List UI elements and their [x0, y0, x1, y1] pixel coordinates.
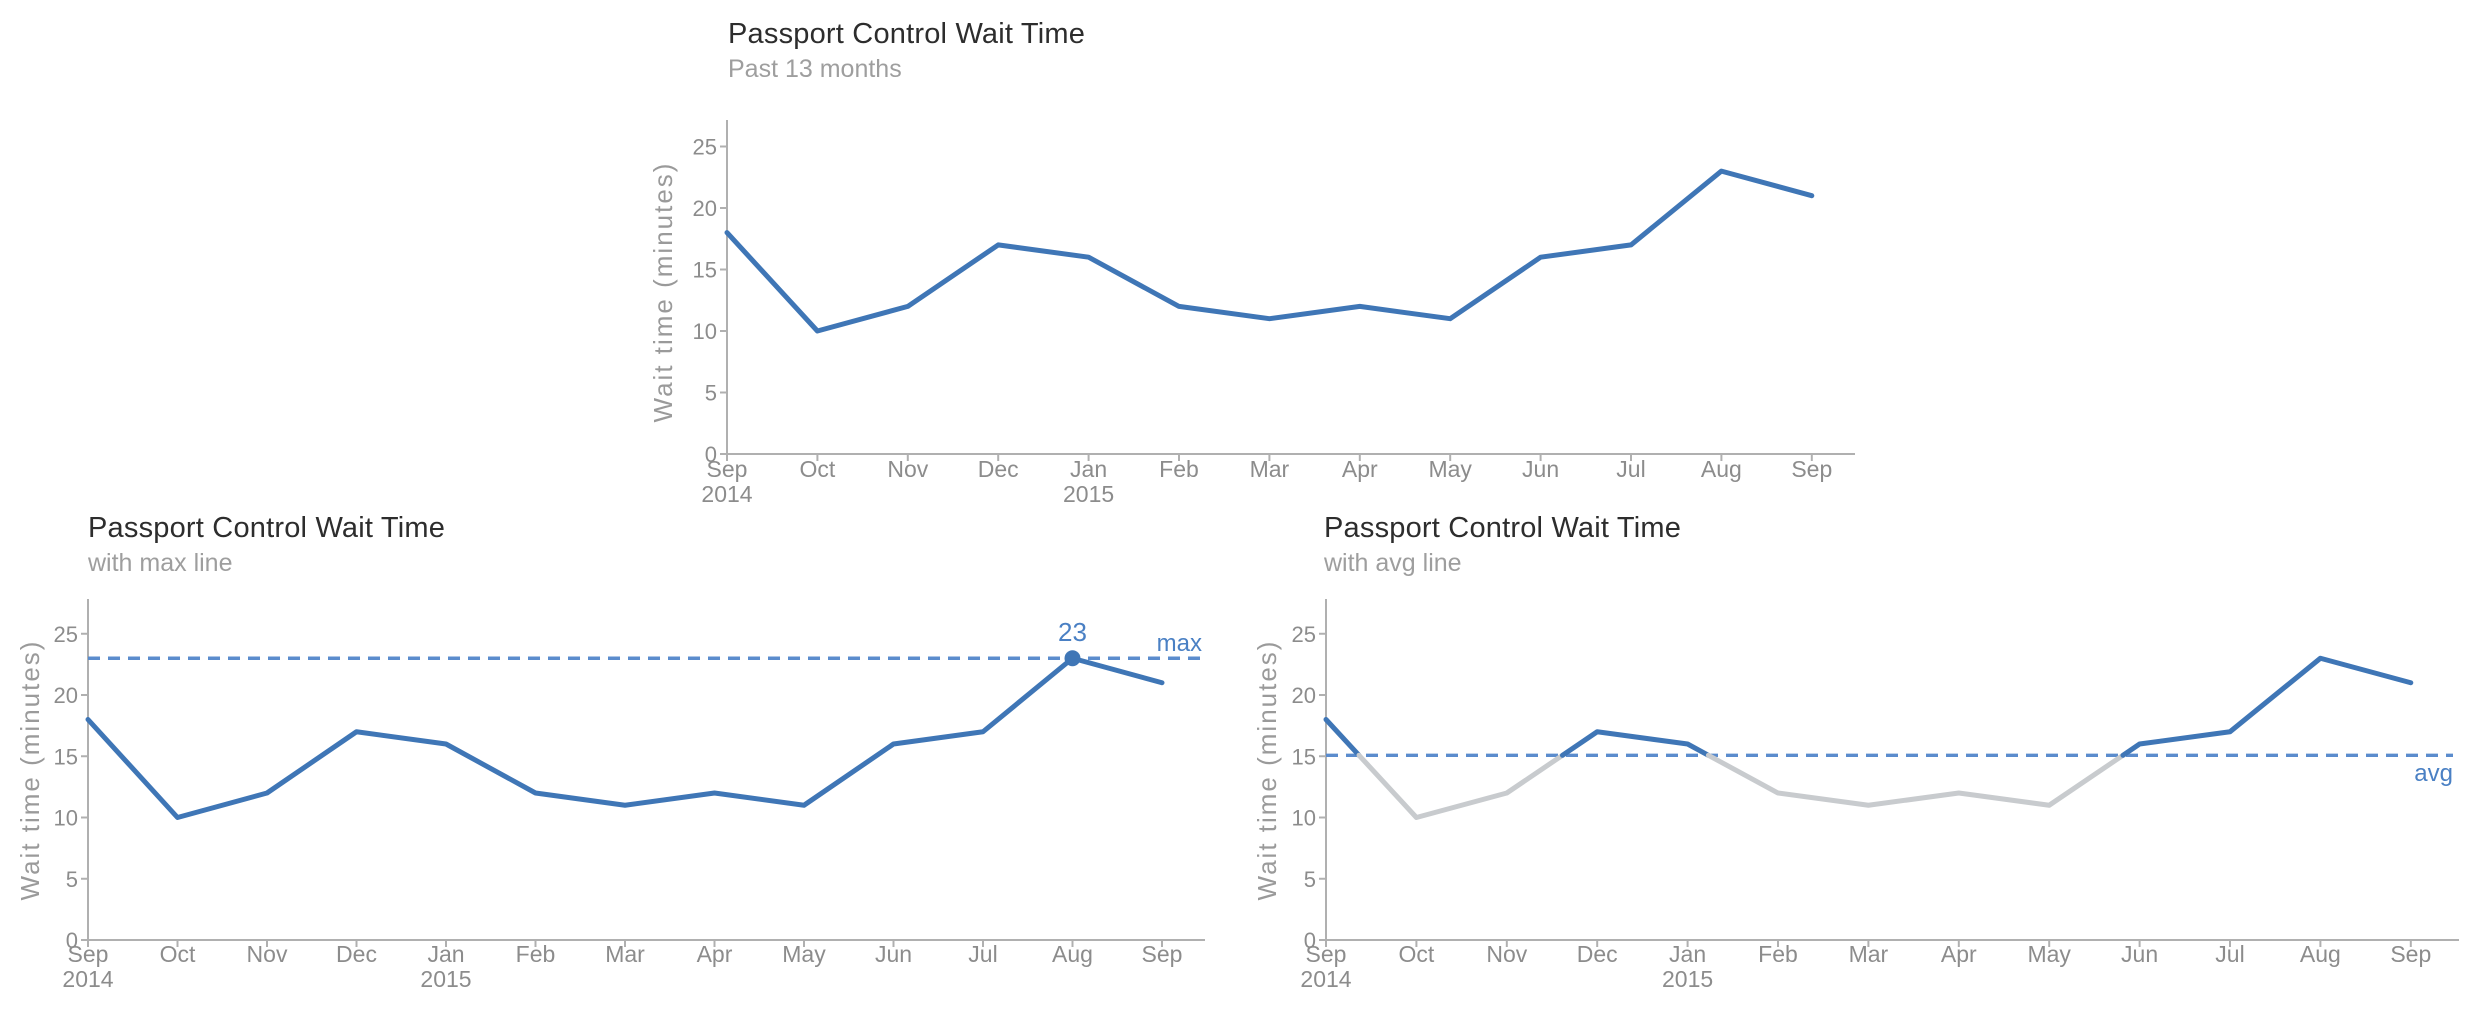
y-axis-title: Wait time (minutes) — [648, 162, 678, 423]
x-tick-label: Dec — [1577, 941, 1618, 967]
series-segment-below-avg — [1356, 752, 1565, 820]
x-tick-label: Aug — [1701, 456, 1742, 482]
x-tick-label: Oct — [1399, 941, 1435, 967]
x-tick-label: Aug — [1052, 941, 1093, 967]
y-tick-label: 10 — [693, 319, 717, 344]
x-tick-label: Sep — [707, 456, 748, 482]
x-tick-label: Aug — [2300, 941, 2341, 967]
chart-top: 0 5 10 15 20 25 Sep Oct Nov Dec Jan Feb Mar Apr May Jun… — [648, 120, 1855, 507]
y-tick-label: 5 — [1304, 867, 1316, 892]
x-tick-label: Jan — [1669, 941, 1706, 967]
max-ref-label: max — [1157, 630, 1202, 657]
y-tick-label: 5 — [705, 381, 717, 406]
y-tick-label: 20 — [54, 683, 78, 708]
x-tick-label: Sep — [1306, 941, 1347, 967]
chart-bottom-right: 0 5 10 15 20 25 Sep Oct Nov Dec Jan Feb Mar Apr May Jun… — [1252, 599, 2459, 992]
y-tick-label: 15 — [693, 258, 717, 283]
x-tick-label: Mar — [605, 941, 645, 967]
x-tick-label: Dec — [336, 941, 377, 967]
y-tick-label: 25 — [693, 135, 717, 160]
x-year-label: 2014 — [1300, 966, 1351, 992]
chart-bottom-right-title: Passport Control Wait Time — [1324, 512, 1682, 544]
x-tick-label: May — [782, 941, 826, 967]
x-tick-label: Apr — [697, 941, 733, 967]
x-tick-label: Apr — [1342, 456, 1378, 482]
x-tick-label: Sep — [1791, 456, 1832, 482]
series-segment-above-avg — [2120, 655, 2414, 758]
y-tick-label: 20 — [693, 196, 717, 221]
chart-top-subtitle: Past 13 months — [728, 55, 902, 83]
y-tick-label: 15 — [1292, 744, 1316, 769]
series-line — [85, 655, 1165, 820]
x-year-label: 2014 — [62, 966, 113, 992]
chart-bottom-left: 0 5 10 15 20 25 Sep Oct Nov Dec Jan Feb Mar Apr May Jun… — [15, 599, 1205, 992]
x-tick-label: Jan — [1070, 456, 1107, 482]
x-tick-label: Jul — [1616, 456, 1645, 482]
avg-ref-label: avg — [2414, 760, 2453, 787]
y-tick-label: 5 — [66, 867, 78, 892]
y-tick-label: 10 — [1292, 806, 1316, 831]
y-tick-label: 15 — [54, 744, 78, 769]
chart-top-title: Passport Control Wait Time — [728, 18, 1086, 50]
chart-bottom-left-subtitle: with max line — [88, 549, 233, 577]
x-tick-label: Feb — [1758, 941, 1798, 967]
x-tick-label: Jul — [2215, 941, 2244, 967]
x-tick-label: Apr — [1941, 941, 1977, 967]
x-year-label: 2015 — [1063, 481, 1114, 507]
x-tick-label: Feb — [1159, 456, 1199, 482]
series-segment-above-avg — [1323, 717, 1362, 758]
x-tick-label: May — [2027, 941, 2071, 967]
max-point-value-label: 23 — [1058, 617, 1087, 647]
y-axis-title: Wait time (minutes) — [15, 640, 45, 901]
x-tick-label: Jul — [968, 941, 997, 967]
x-tick-label: Sep — [68, 941, 109, 967]
chart-bottom-left-title: Passport Control Wait Time — [88, 512, 446, 544]
y-tick-label: 0 — [66, 928, 78, 953]
x-tick-label: Mar — [1849, 941, 1889, 967]
chart-bottom-right-subtitle: with avg line — [1324, 549, 1462, 577]
y-tick-label: 10 — [54, 806, 78, 831]
x-tick-label: Jun — [1522, 456, 1559, 482]
y-tick-label: 0 — [1304, 928, 1316, 953]
x-tick-label: Sep — [2390, 941, 2431, 967]
x-tick-label: Jun — [2121, 941, 2158, 967]
y-axis-title: Wait time (minutes) — [1252, 640, 1282, 901]
series-line — [724, 168, 1815, 334]
x-year-label: 2015 — [1662, 966, 1713, 992]
series-segment-above-avg — [1559, 729, 1711, 758]
x-tick-label: Sep — [1142, 941, 1183, 967]
y-tick-label: 20 — [1292, 683, 1316, 708]
x-tick-label: Oct — [800, 456, 836, 482]
x-tick-label: May — [1428, 456, 1472, 482]
y-tick-label: 0 — [705, 442, 717, 467]
x-tick-label: Dec — [978, 456, 1019, 482]
x-tick-label: Nov — [1486, 941, 1527, 967]
series-segment-below-avg — [1705, 752, 2126, 808]
y-tick-label: 25 — [1292, 622, 1316, 647]
y-tick-label: 25 — [54, 622, 78, 647]
x-tick-label: Nov — [887, 456, 928, 482]
x-tick-label: Jan — [427, 941, 464, 967]
x-tick-label: Nov — [247, 941, 288, 967]
x-year-label: 2015 — [420, 966, 471, 992]
max-point-marker — [1064, 650, 1081, 667]
x-tick-label: Oct — [160, 941, 196, 967]
x-tick-label: Mar — [1250, 456, 1290, 482]
x-year-label: 2014 — [701, 481, 752, 507]
x-tick-label: Feb — [516, 941, 556, 967]
x-tick-label: Jun — [875, 941, 912, 967]
